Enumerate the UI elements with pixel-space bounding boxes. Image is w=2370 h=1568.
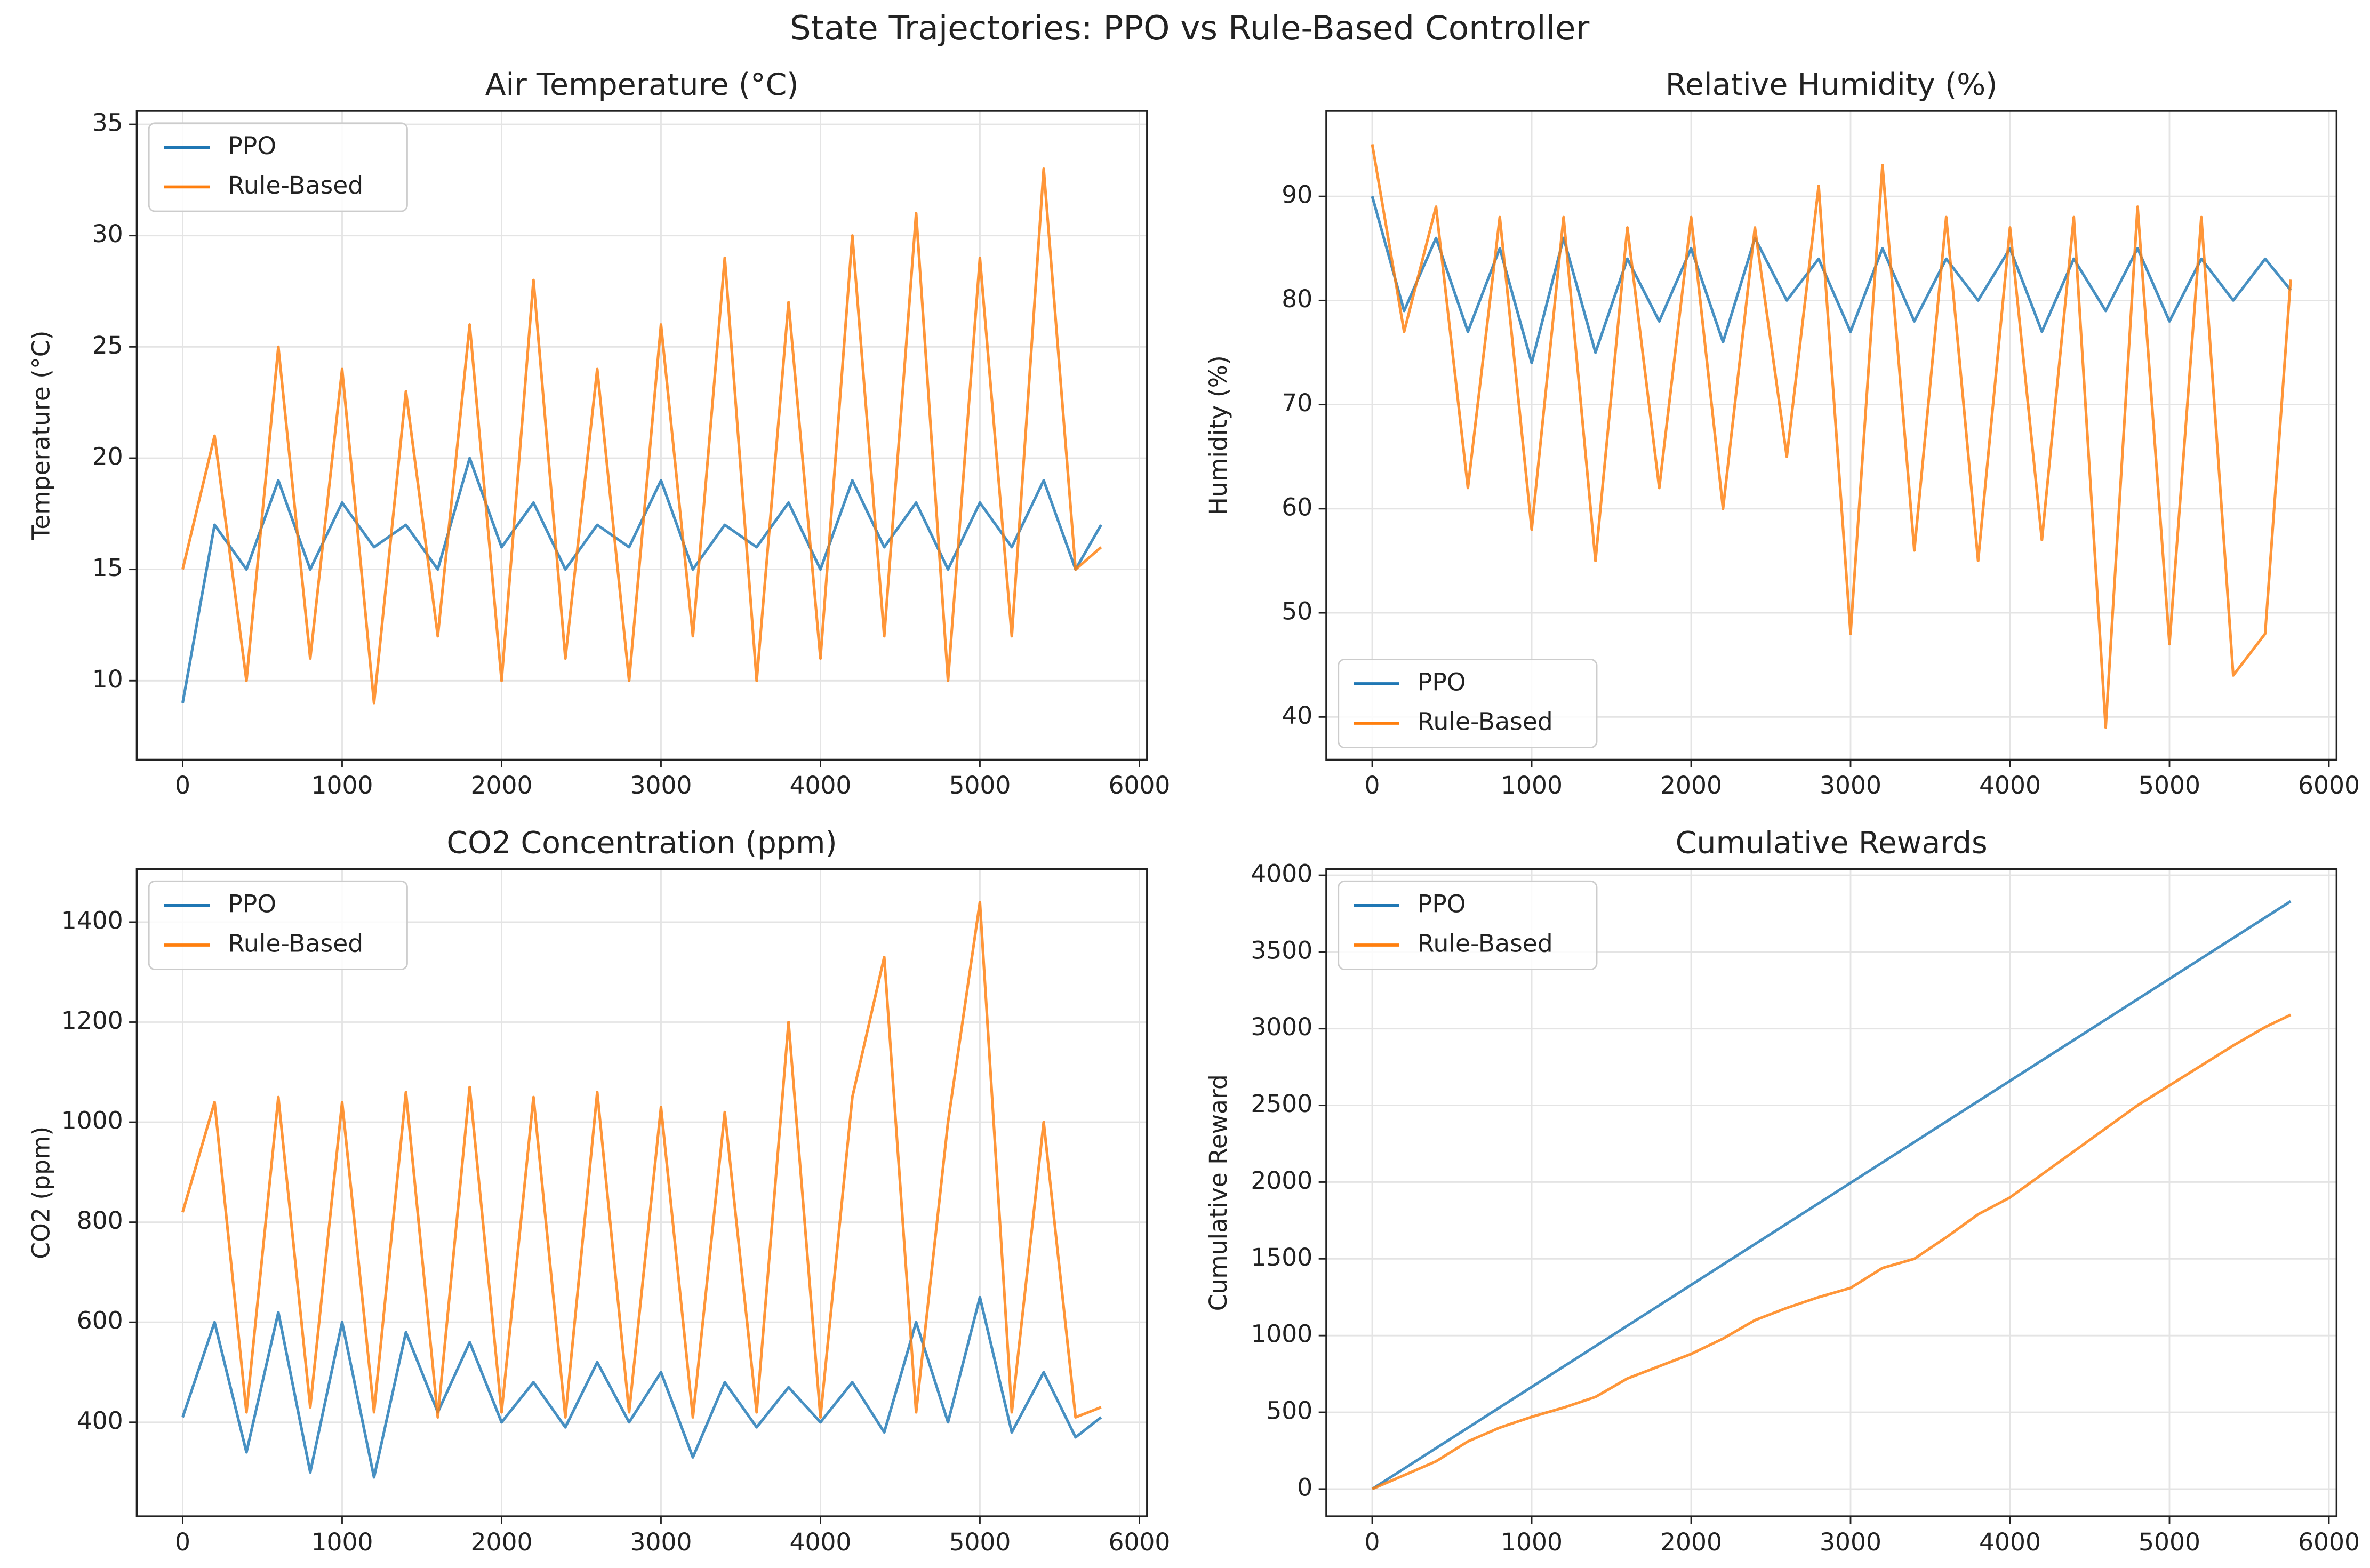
y-tick-label: 4000: [1251, 860, 1312, 888]
x-tick-label: 4000: [1979, 771, 2041, 799]
legend-label: PPO: [1418, 668, 1466, 696]
x-tick-label: 0: [1365, 771, 1380, 799]
y-axis-label: Temperature (°C): [27, 331, 55, 541]
y-tick-label: 40: [1282, 701, 1312, 730]
x-tick-label: 5000: [949, 1528, 1011, 1556]
y-tick-label: 2000: [1251, 1166, 1312, 1195]
x-tick-label: 6000: [1108, 1528, 1170, 1556]
y-tick-label: 1500: [1251, 1243, 1312, 1271]
x-tick-label: 3000: [1820, 1528, 1881, 1556]
x-tick-label: 5000: [2139, 771, 2200, 799]
x-tick-label: 2000: [1660, 1528, 1722, 1556]
subplot-title: Cumulative Rewards: [1676, 826, 1988, 861]
y-tick-label: 1400: [61, 906, 123, 934]
plot-area: [181, 167, 1102, 705]
x-tick-label: 0: [175, 771, 190, 799]
x-tick-label: 2000: [1660, 771, 1722, 799]
x-tick-label: 6000: [1108, 771, 1170, 799]
y-tick-label: 10: [92, 665, 123, 693]
y-tick-label: 35: [92, 109, 123, 137]
y-tick-label: 80: [1282, 285, 1312, 313]
x-tick-label: 1000: [311, 771, 373, 799]
y-axis-label: CO2 (ppm): [27, 1126, 55, 1259]
x-tick-label: 4000: [789, 771, 851, 799]
legend-label: PPO: [228, 890, 276, 918]
y-tick-label: 3000: [1251, 1013, 1312, 1041]
y-tick-label: 800: [77, 1206, 123, 1235]
data-line: [181, 900, 1102, 1419]
subplot-title: Relative Humidity (%): [1666, 67, 1998, 102]
y-tick-label: 1200: [61, 1006, 123, 1035]
subplot: 0 1000 2000 3000 4000 5000 6000 400 600 800 1000 12…: [27, 826, 1170, 1556]
y-tick-label: 60: [1282, 493, 1312, 521]
x-tick-label: 2000: [470, 771, 532, 799]
x-tick-label: 3000: [1820, 771, 1881, 799]
data-line: [181, 167, 1102, 705]
y-tick-label: 30: [92, 220, 123, 248]
axes-frame: [1325, 110, 2338, 761]
x-tick-label: 4000: [1979, 1528, 2041, 1556]
data-line: [1371, 196, 2292, 365]
x-tick-label: 5000: [2139, 1528, 2200, 1556]
y-tick-label: 1000: [61, 1107, 123, 1135]
y-tick-label: 1000: [1251, 1320, 1312, 1348]
subplot-title: CO2 Concentration (ppm): [446, 826, 837, 861]
y-tick-label: 0: [1297, 1473, 1312, 1501]
y-axis-label: Humidity (%): [1204, 355, 1232, 515]
legend-label: PPO: [228, 132, 276, 160]
y-tick-label: 50: [1282, 597, 1312, 626]
axes-frame: [1325, 868, 2338, 1517]
figure-title: State Trajectories: PPO vs Rule-Based Co…: [790, 9, 1590, 47]
x-tick-label: 0: [175, 1528, 190, 1556]
subplot: 0 1000 2000 3000 4000 5000 6000 40 50 60 70 80 90 Rel…: [1204, 67, 2360, 799]
x-tick-label: 1000: [1501, 1528, 1563, 1556]
axes-frame: [135, 110, 1148, 761]
x-tick-label: 6000: [2298, 771, 2360, 799]
legend-box: [148, 880, 408, 970]
y-tick-label: 3500: [1251, 936, 1312, 964]
y-tick-label: 2500: [1251, 1090, 1312, 1118]
plot-area: [1371, 144, 2292, 729]
plot-area: [1371, 900, 2292, 1491]
x-tick-label: 1000: [1501, 771, 1563, 799]
data-line: [1371, 900, 2292, 1491]
y-tick-label: 25: [92, 331, 123, 359]
y-tick-label: 90: [1282, 181, 1312, 209]
subplot: 0 1000 2000 3000 4000 5000 6000 10 15 20 25 30 35 Air…: [27, 67, 1170, 799]
y-tick-label: 600: [77, 1307, 123, 1335]
y-tick-label: 70: [1282, 389, 1312, 417]
data-line: [1371, 144, 2292, 729]
y-tick-label: 20: [92, 442, 123, 470]
y-tick-label: 500: [1266, 1397, 1312, 1425]
x-tick-label: 3000: [630, 1528, 692, 1556]
x-tick-label: 0: [1365, 1528, 1380, 1556]
y-tick-label: 400: [77, 1406, 123, 1435]
data-line: [181, 1295, 1102, 1479]
legend-box: [1338, 880, 1598, 970]
x-tick-label: 4000: [789, 1528, 851, 1556]
subplot: 0 1000 2000 3000 4000 5000 6000 0 500 1000 1500 200…: [1204, 826, 2360, 1556]
legend-label: Rule-Based: [228, 171, 363, 199]
legend-box: [1338, 658, 1598, 749]
x-tick-label: 3000: [630, 771, 692, 799]
legend-label: PPO: [1418, 890, 1466, 918]
plot-area: [181, 900, 1102, 1479]
legend-label: Rule-Based: [1418, 929, 1553, 957]
y-tick-label: 15: [92, 554, 123, 582]
x-tick-label: 2000: [470, 1528, 532, 1556]
axes-frame: [135, 868, 1148, 1517]
legend-box: [148, 122, 408, 212]
x-tick-label: 1000: [311, 1528, 373, 1556]
legend-label: Rule-Based: [228, 929, 363, 957]
subplot-title: Air Temperature (°C): [485, 67, 799, 102]
data-line: [1372, 1013, 2292, 1491]
x-tick-label: 5000: [949, 771, 1011, 799]
x-tick-label: 6000: [2298, 1528, 2360, 1556]
legend-label: Rule-Based: [1418, 708, 1553, 736]
y-axis-label: Cumulative Reward: [1204, 1074, 1232, 1311]
